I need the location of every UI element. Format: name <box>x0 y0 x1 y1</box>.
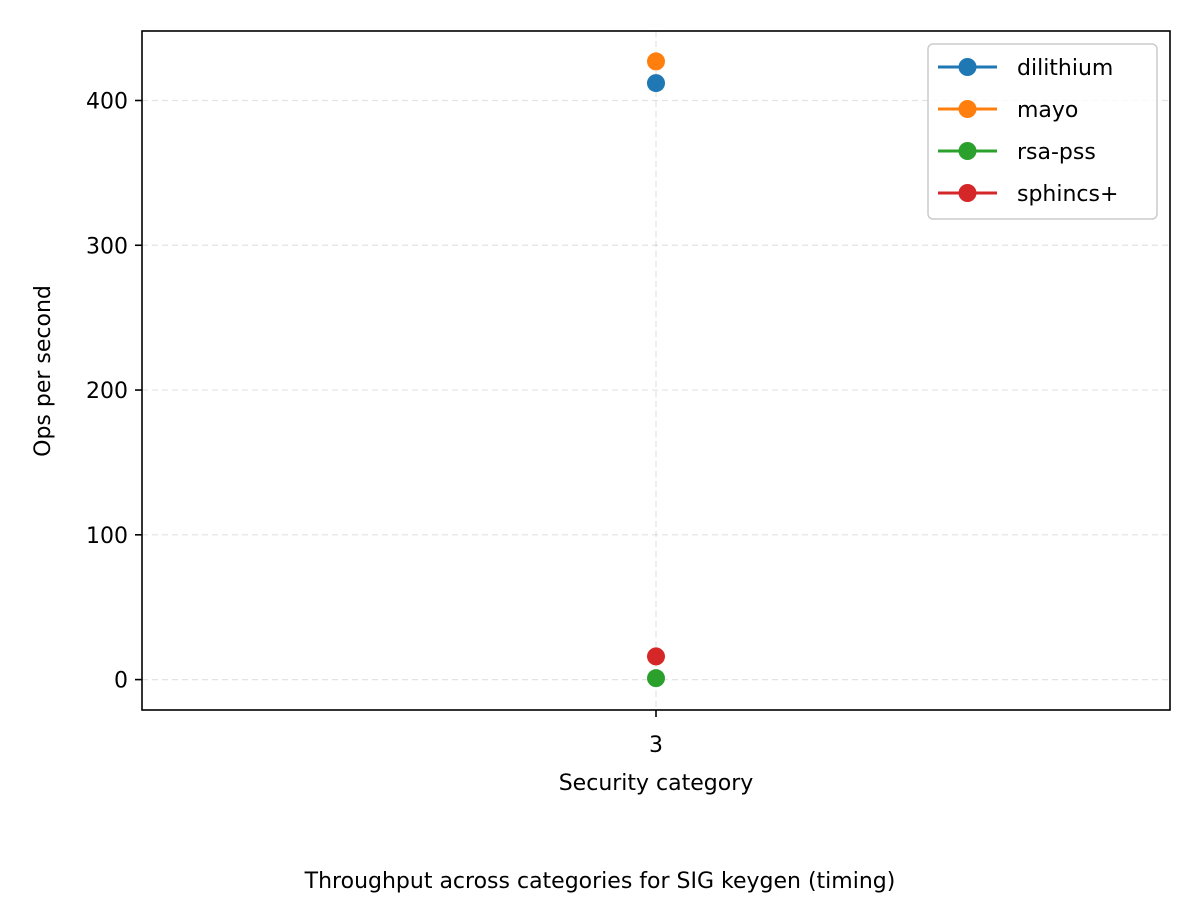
y-tick-label: 100 <box>86 524 128 549</box>
y-tick-label: 200 <box>86 379 128 404</box>
tick-layer: 0 100 200 300 400 3 <box>86 89 663 758</box>
y-tick-label: 0 <box>114 669 128 694</box>
legend-item-rsa-pss: rsa-pss <box>938 140 1096 165</box>
y-axis-label: Ops per second <box>31 285 56 457</box>
data-point-sphincs+ <box>647 647 665 666</box>
legend: dilithium mayo rsa-pss sphincs+ <box>927 43 1158 220</box>
data-point-dilithium <box>647 74 665 93</box>
data-layer <box>647 52 665 688</box>
legend-item-sphincs+: sphincs+ <box>938 182 1118 207</box>
legend-marker <box>958 184 977 202</box>
data-point-rsa-pss <box>647 669 665 688</box>
legend-label: sphincs+ <box>1017 182 1118 207</box>
legend-marker <box>958 58 977 76</box>
legend-marker <box>958 100 977 118</box>
legend-marker <box>958 142 977 160</box>
series-sphincs+ <box>647 647 665 666</box>
chart-caption: Throughput across categories for SIG key… <box>304 869 896 894</box>
x-axis-label: Security category <box>559 771 754 796</box>
legend-label: mayo <box>1017 98 1078 123</box>
series-dilithium <box>647 74 665 93</box>
legend-label: dilithium <box>1017 56 1113 81</box>
legend-item-mayo: mayo <box>938 98 1078 123</box>
y-tick-label: 400 <box>86 89 128 114</box>
y-tick-label: 300 <box>86 234 128 259</box>
legend-frame <box>927 43 1158 220</box>
legend-entries: dilithium mayo rsa-pss sphincs+ <box>938 56 1118 207</box>
legend-item-dilithium: dilithium <box>938 56 1113 81</box>
data-point-mayo <box>647 52 665 71</box>
legend-label: rsa-pss <box>1017 140 1096 165</box>
x-tick-label: 3 <box>649 733 663 758</box>
series-mayo <box>647 52 665 71</box>
series-rsa-pss <box>647 669 665 688</box>
